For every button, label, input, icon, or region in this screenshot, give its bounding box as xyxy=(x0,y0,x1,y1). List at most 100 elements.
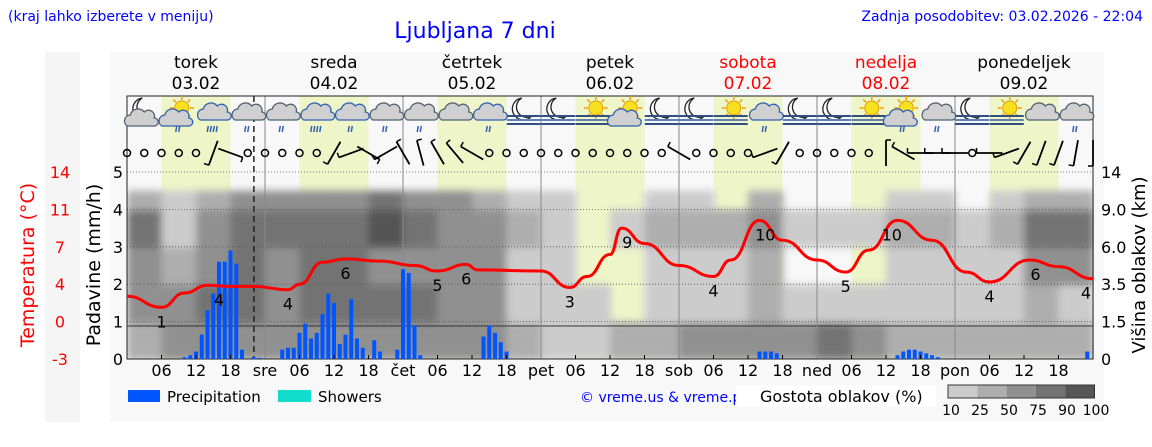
wind-shaft xyxy=(1016,141,1032,165)
day-name: nedelja xyxy=(855,53,917,73)
precipitation-bar xyxy=(901,351,906,359)
wind-barb-icon xyxy=(891,141,915,161)
cloud-density-cell xyxy=(955,284,991,323)
cloud-density-cell xyxy=(748,246,784,286)
cloud-density-cell xyxy=(955,246,991,286)
cloud-density-step: 100 xyxy=(1083,403,1110,419)
hour-tick: 06 xyxy=(979,361,999,380)
precipitation-bar xyxy=(493,332,497,359)
rain-drop xyxy=(761,125,764,133)
day-date: 03.02 xyxy=(172,74,221,94)
wind-feather xyxy=(1049,162,1055,166)
cloud xyxy=(196,102,232,121)
wind-shaft xyxy=(395,141,411,165)
cloud-density-cell xyxy=(368,190,404,211)
precipitation-bar xyxy=(930,355,934,359)
cloud-icon xyxy=(438,102,474,121)
hour-tick: 12 xyxy=(462,361,482,380)
cloud-density-cell xyxy=(230,190,266,211)
legend-showers-label: Showers xyxy=(318,388,382,406)
sun-ray xyxy=(586,98,591,103)
wind-calm-icon xyxy=(847,148,856,158)
sun-cloud-icon xyxy=(606,96,643,127)
precipitation-bar xyxy=(378,351,382,359)
temperature-tick: -3 xyxy=(52,350,68,369)
precipitation-bar xyxy=(769,351,773,359)
cloud-density-cell xyxy=(748,209,784,248)
wind-shaft xyxy=(1035,140,1047,166)
precipitation-bar xyxy=(372,340,377,359)
wind-calm-icon xyxy=(243,148,252,158)
precipitation-bar xyxy=(412,325,417,359)
rain-drop xyxy=(902,125,905,133)
cloud-density-swatch xyxy=(1065,385,1095,398)
cloud xyxy=(1024,102,1060,121)
moon-cloud-icon xyxy=(123,97,159,127)
legend-precipitation-swatch xyxy=(128,390,160,402)
temperature-label: 10 xyxy=(755,225,775,244)
precipitation-bar xyxy=(895,355,900,359)
rain-drop xyxy=(382,125,385,133)
hour-tick: 18 xyxy=(358,361,378,380)
precipitation-bar xyxy=(349,299,354,359)
moon-fog-icon xyxy=(644,97,679,125)
precipitation-tick: 5 xyxy=(113,163,123,182)
precipitation-bar xyxy=(240,349,244,359)
sun-ray xyxy=(724,98,729,103)
wind-barb-icon xyxy=(322,141,342,165)
cloud-density-cell xyxy=(541,284,577,323)
wind-barb-icon xyxy=(460,141,484,161)
cloud xyxy=(472,102,508,121)
cloud-density-cell xyxy=(886,246,922,286)
precipitation-bar xyxy=(332,302,336,359)
sun-ray xyxy=(1014,98,1019,103)
copyright-link[interactable]: © vreme.us & vreme.pro xyxy=(580,390,755,406)
wind-calm-icon xyxy=(157,148,166,158)
cloud-height-tick: 6.0 xyxy=(1101,238,1126,257)
hour-tick: 18 xyxy=(910,361,930,380)
cloud-density-cell xyxy=(127,246,163,286)
rain-drop xyxy=(416,125,419,133)
rain-drop xyxy=(244,125,247,133)
wind-barb-icon xyxy=(1049,140,1064,166)
cloud-density-cell xyxy=(299,190,335,211)
precipitation-tick: 0 xyxy=(113,350,123,369)
cloud-density-cell xyxy=(955,209,991,248)
wind-calm-icon xyxy=(278,148,287,158)
legend-precipitation-label: Precipitation xyxy=(167,388,261,406)
cloud-density-cell xyxy=(886,190,922,211)
rain-drop xyxy=(1075,125,1078,133)
precipitation-bar xyxy=(401,269,405,359)
wind-shaft xyxy=(994,147,1020,159)
rain-drop xyxy=(485,125,488,133)
cloud-density-cell xyxy=(817,321,853,359)
day-date: 06.02 xyxy=(586,74,635,94)
wind-barb-icon xyxy=(445,139,464,164)
wind-barb-icon xyxy=(1031,140,1047,166)
precipitation-bar xyxy=(774,353,779,359)
location-hint[interactable]: (kraj lahko izberete v meniju) xyxy=(8,9,214,25)
wind-calm-icon xyxy=(191,148,201,158)
wind-calm-icon xyxy=(709,148,718,158)
wind-shaft xyxy=(460,145,484,161)
cloud-density-cell xyxy=(265,209,301,248)
precipitation-bar xyxy=(343,334,348,359)
hour-tick: 06 xyxy=(151,361,171,380)
wind-barb-icon xyxy=(1068,140,1079,167)
cloud-density-cell xyxy=(679,190,715,211)
precipitation-bar xyxy=(188,355,193,359)
precipitation-bar xyxy=(309,338,313,359)
cloud-density-frame xyxy=(947,384,1095,399)
precipitation-bar xyxy=(257,357,262,359)
cloud xyxy=(1059,102,1095,121)
cloud-density-cell xyxy=(1024,209,1060,248)
precipitation-bar xyxy=(297,332,302,359)
precipitation-bar xyxy=(360,347,365,359)
precipitation-bar xyxy=(924,353,929,359)
cloud-density-cell xyxy=(541,190,577,211)
wind-calm-icon xyxy=(260,148,270,158)
wind-feather xyxy=(416,138,422,142)
cloud-heavy-rain-icon xyxy=(300,102,336,133)
wind-shaft xyxy=(1072,140,1079,166)
cloud-density-cell xyxy=(713,284,749,323)
